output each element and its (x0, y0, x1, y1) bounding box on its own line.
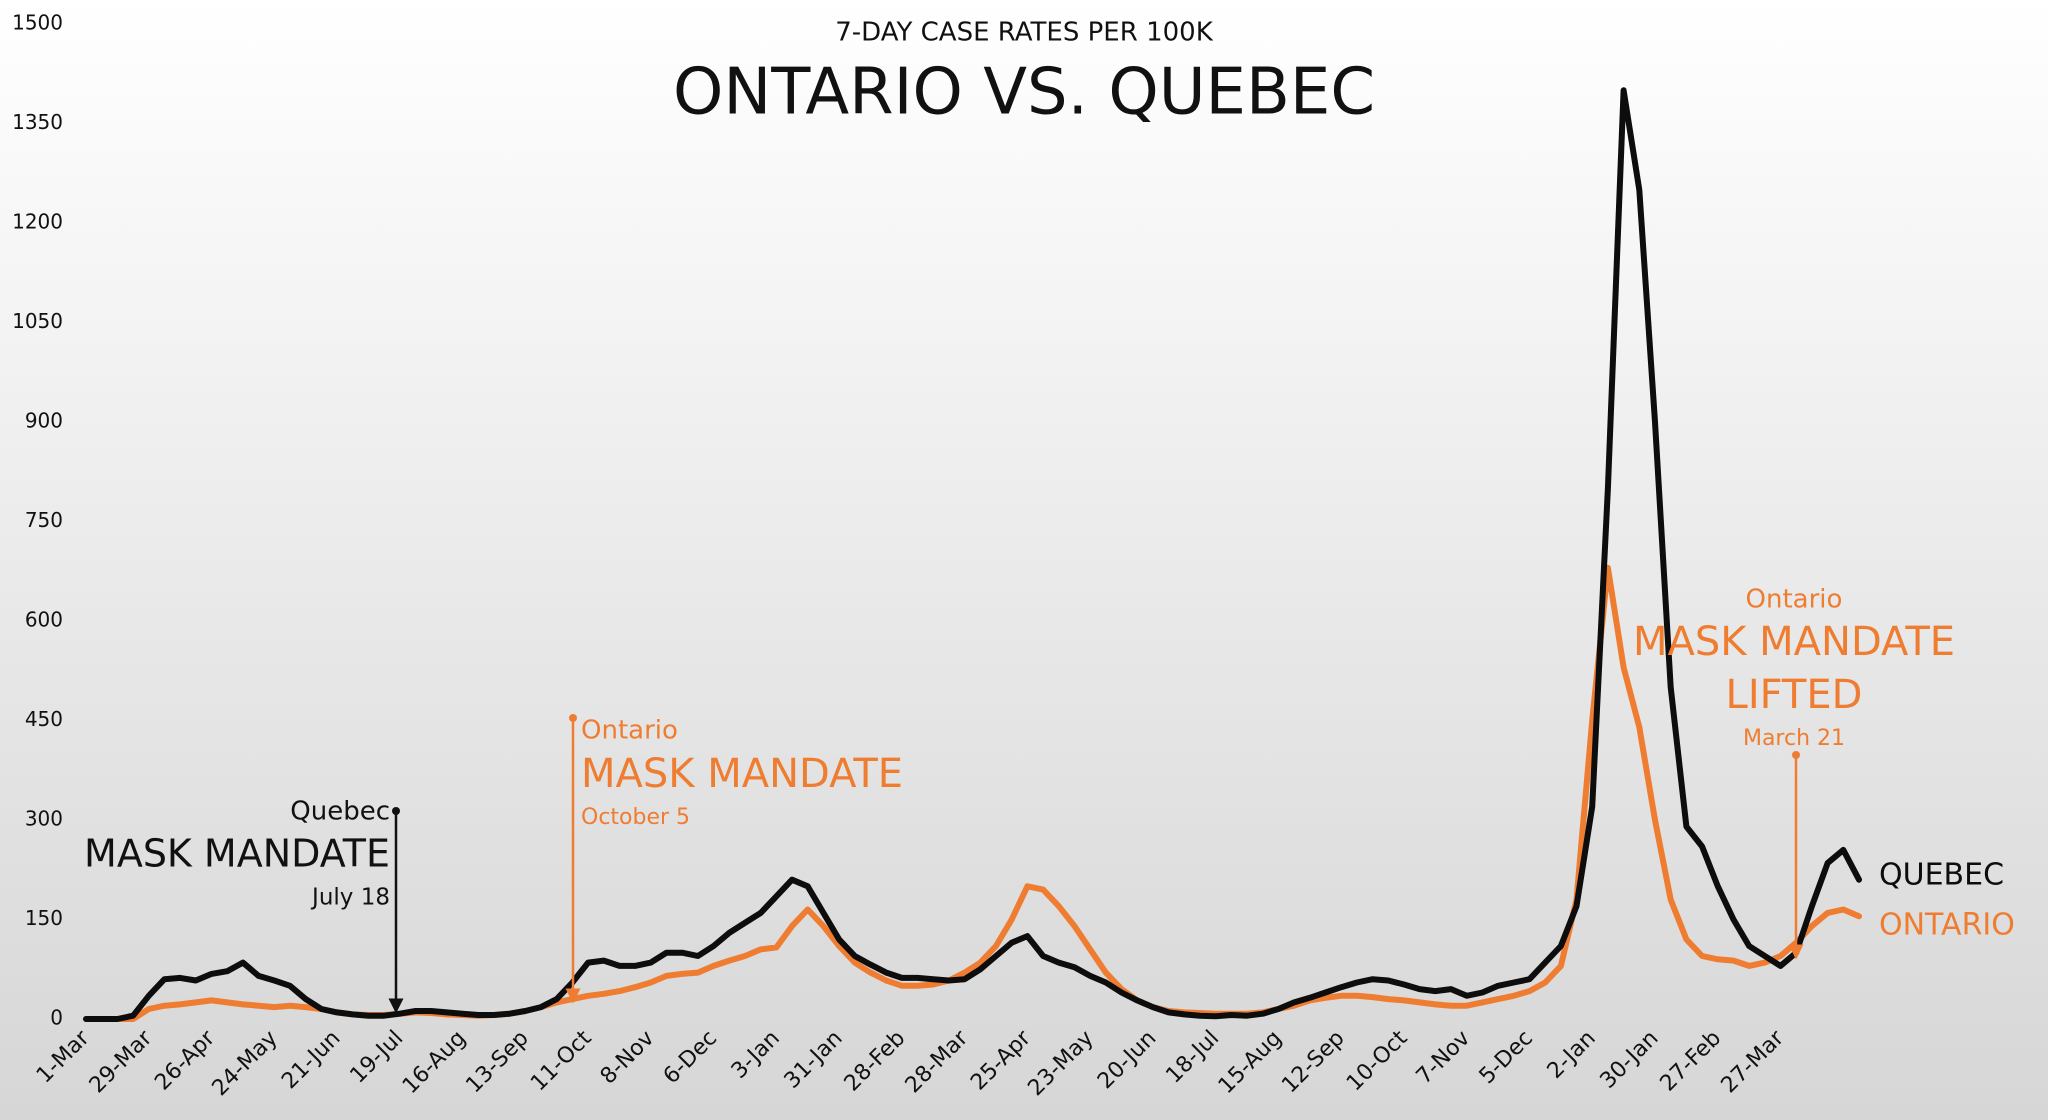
y-tick-label: 150 (25, 906, 63, 930)
y-tick-label: 0 (50, 1006, 63, 1030)
legend-label: QUEBEC (1879, 858, 2004, 893)
y-tick-label: 750 (25, 508, 63, 532)
annotation: Quebec MASK MANDATE July 18 (84, 797, 404, 1014)
annotation-date: July 18 (310, 885, 390, 911)
y-tick-label: 1350 (12, 110, 63, 134)
annotation-label: Quebec (290, 797, 390, 827)
annotation-label: Ontario (581, 716, 678, 746)
annotation-date: March 21 (1743, 726, 1845, 751)
y-tick-label: 900 (25, 409, 63, 433)
y-tick-label: 1200 (12, 210, 63, 234)
chart-title: ONTARIO VS. QUEBEC (673, 56, 1375, 130)
y-tick-label: 1500 (12, 11, 63, 35)
y-tick-label: 300 (25, 807, 63, 831)
series-line (83, 87, 1862, 1022)
annotation-text: MASK MANDATE (84, 832, 390, 876)
chart-subtitle: 7-DAY CASE RATES PER 100K (835, 18, 1213, 48)
legend-label: ONTARIO (1879, 908, 2015, 943)
annotation-label: Ontario (1746, 585, 1843, 615)
annotation-text: MASK MANDATE (581, 751, 903, 797)
y-tick-label: 1050 (12, 309, 63, 333)
annotation: Ontario MASK MANDATE October 5 (565, 714, 903, 1004)
annotation-date: October 5 (581, 805, 690, 830)
annotation-text: MASK MANDATE (1633, 619, 1955, 665)
annotation: Ontario MASK MANDATE LIFTED March 21 (1633, 585, 1955, 960)
y-tick-label: 600 (25, 608, 63, 632)
y-tick-label: 450 (25, 707, 63, 731)
annotation-text: LIFTED (1726, 672, 1863, 718)
